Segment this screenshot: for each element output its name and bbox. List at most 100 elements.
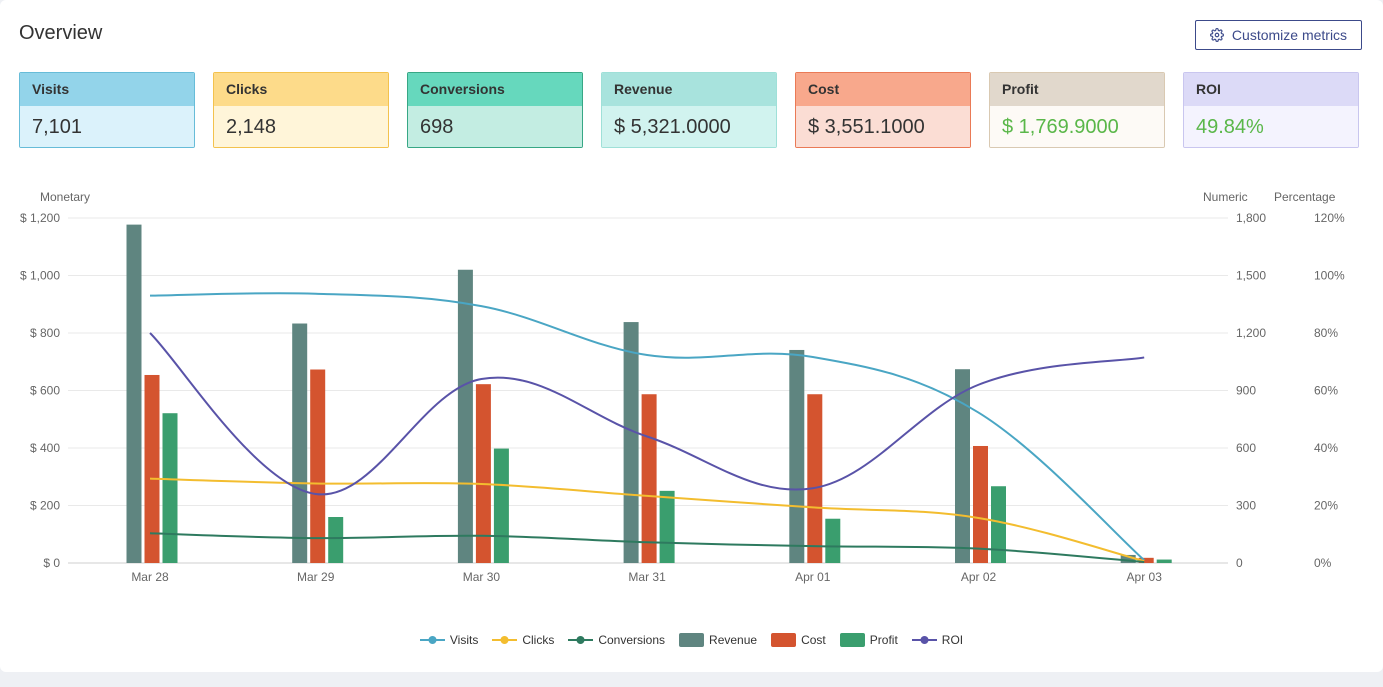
bar-cost[interactable]	[475, 384, 491, 563]
numeric-tick-label: 1,200	[1236, 326, 1266, 340]
metric-card-value: 698	[408, 106, 582, 147]
metric-card-value: 2,148	[214, 106, 388, 147]
metric-card-label: Profit	[990, 73, 1164, 106]
bar-cost[interactable]	[973, 445, 988, 563]
customize-metrics-button[interactable]: Customize metrics	[1195, 20, 1362, 50]
legend-swatch	[911, 636, 937, 644]
line-visits[interactable]	[149, 292, 1145, 561]
legend-item-clicks[interactable]: Clicks	[492, 633, 554, 647]
metric-card-value: 7,101	[20, 106, 194, 147]
gear-icon	[1209, 28, 1224, 42]
bar-revenue[interactable]	[623, 322, 639, 563]
left-tick-label: $ 0	[43, 556, 60, 570]
metric-card-label: Clicks	[214, 73, 388, 106]
line-conversions[interactable]	[149, 532, 1145, 564]
bar-cost[interactable]	[641, 394, 657, 563]
x-tick-label: Mar 31	[628, 570, 666, 584]
numeric-axis-title: Numeric	[1203, 190, 1248, 204]
bar-profit[interactable]	[659, 490, 675, 563]
metric-card-label: Visits	[20, 73, 194, 106]
metric-card-value: $ 3,551.1000	[796, 106, 970, 147]
legend-item-conversions[interactable]: Conversions	[568, 633, 665, 647]
legend-swatch	[419, 636, 445, 644]
customize-metrics-label: Customize metrics	[1231, 27, 1348, 43]
line-roi[interactable]	[149, 332, 1145, 496]
legend-item-roi[interactable]: ROI	[911, 633, 964, 647]
numeric-tick-label: 900	[1236, 384, 1256, 398]
bar-profit[interactable]	[493, 448, 509, 563]
percentage-tick-label: 60%	[1314, 384, 1338, 398]
legend-label: Revenue	[709, 633, 758, 647]
chart-legend: Visits Clicks Conversions Revenue Cost Profit…	[0, 630, 1383, 650]
left-tick-label: $ 800	[30, 326, 60, 340]
metric-card-profit[interactable]: Profit $ 1,769.9000	[989, 72, 1165, 148]
x-tick-label: Mar 29	[297, 570, 335, 584]
left-tick-label: $ 200	[30, 499, 60, 513]
metric-card-conversions[interactable]: Conversions 698	[407, 72, 583, 148]
legend-label: ROI	[941, 633, 964, 647]
legend-swatch	[839, 633, 865, 647]
bar-profit[interactable]	[991, 486, 1006, 563]
legend-swatch	[679, 633, 705, 647]
bar-profit[interactable]	[162, 413, 178, 563]
legend-item-profit[interactable]: Profit	[839, 633, 898, 647]
percentage-axis-title: Percentage	[1274, 190, 1336, 204]
legend-swatch	[568, 636, 594, 644]
metric-card-label: Conversions	[408, 73, 582, 106]
bar-cost[interactable]	[310, 369, 326, 563]
percentage-tick-label: 80%	[1314, 326, 1338, 340]
overview-panel: Overview Customize metrics Visits 7,101 Cl…	[0, 0, 1383, 672]
metric-card-value: $ 1,769.9000	[990, 106, 1164, 147]
metric-card-visits[interactable]: Visits 7,101	[19, 72, 195, 148]
legend-item-cost[interactable]: Cost	[771, 633, 826, 647]
bar-revenue[interactable]	[457, 269, 473, 563]
percentage-tick-label: 20%	[1314, 499, 1338, 513]
legend-item-visits[interactable]: Visits	[419, 633, 479, 647]
x-tick-label: Apr 02	[961, 570, 997, 584]
percentage-tick-label: 100%	[1314, 269, 1345, 283]
numeric-tick-label: 600	[1236, 441, 1256, 455]
x-tick-label: Mar 30	[463, 570, 501, 584]
numeric-tick-label: 300	[1236, 499, 1256, 513]
left-tick-label: $ 400	[30, 441, 60, 455]
legend-label: Profit	[869, 633, 898, 647]
bar-revenue[interactable]	[292, 323, 308, 563]
metric-card-label: ROI	[1184, 73, 1358, 106]
bar-revenue[interactable]	[1120, 554, 1136, 563]
left-tick-label: $ 1,000	[20, 269, 60, 283]
x-tick-label: Apr 03	[1127, 570, 1163, 584]
metric-card-label: Revenue	[602, 73, 776, 106]
bar-profit[interactable]	[1156, 559, 1172, 563]
legend-swatch	[771, 633, 797, 647]
metric-card-value: 49.84%	[1184, 106, 1358, 147]
legend-label: Clicks	[522, 633, 555, 647]
bar-revenue[interactable]	[789, 349, 805, 563]
bar-profit[interactable]	[328, 517, 344, 563]
percentage-tick-label: 40%	[1314, 441, 1338, 455]
percentage-tick-label: 120%	[1314, 211, 1345, 225]
left-tick-label: $ 1,200	[20, 211, 60, 225]
metric-card-cost[interactable]: Cost $ 3,551.1000	[795, 72, 971, 148]
legend-item-revenue[interactable]: Revenue	[679, 633, 757, 647]
bar-cost[interactable]	[1138, 557, 1154, 563]
legend-label: Visits	[449, 633, 479, 647]
numeric-tick-label: 1,500	[1236, 269, 1266, 283]
percentage-tick-label: 0%	[1314, 556, 1332, 570]
legend-label: Conversions	[598, 633, 666, 647]
left-axis-title: Monetary	[40, 190, 90, 204]
metric-card-label: Cost	[796, 73, 970, 106]
bar-revenue[interactable]	[126, 224, 142, 564]
bar-profit[interactable]	[825, 518, 841, 563]
overview-chart: Monetary Numeric Percentage $ 0 0 0% $ 200 300 2…	[20, 190, 1345, 584]
bar-cost[interactable]	[144, 374, 160, 563]
metric-card-clicks[interactable]: Clicks 2,148	[213, 72, 389, 148]
bar-cost[interactable]	[807, 394, 823, 563]
bar-revenue[interactable]	[955, 369, 970, 563]
metric-card-value: $ 5,321.0000	[602, 106, 776, 147]
page-title: Overview	[19, 22, 103, 44]
left-tick-label: $ 600	[30, 384, 60, 398]
numeric-tick-label: 1,800	[1236, 211, 1266, 225]
metric-card-revenue[interactable]: Revenue $ 5,321.0000	[601, 72, 777, 148]
line-clicks[interactable]	[149, 477, 1145, 563]
metric-card-roi[interactable]: ROI 49.84%	[1183, 72, 1359, 148]
